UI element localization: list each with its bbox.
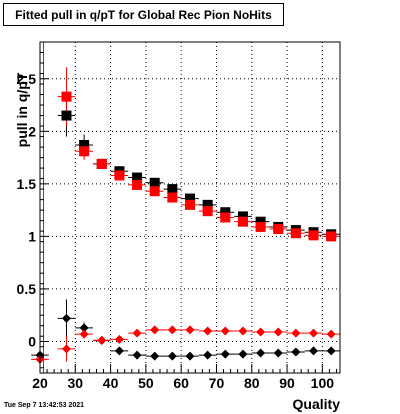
data-point-square — [149, 186, 160, 197]
x-tick-label: 30 — [68, 375, 84, 391]
data-point-square — [167, 192, 178, 203]
data-point-diamond — [79, 329, 89, 339]
grid — [40, 42, 340, 373]
data-point-square — [185, 193, 195, 204]
data-point-square — [237, 211, 248, 222]
data-point-diamond — [185, 351, 195, 361]
data-point-diamond — [203, 350, 213, 360]
x-tick-label: 50 — [138, 375, 154, 391]
data-point-diamond — [291, 347, 301, 357]
x-tick-label: 60 — [173, 375, 189, 391]
x-tick-label: 80 — [244, 375, 260, 391]
data-point-square — [61, 110, 72, 121]
data-point-square — [273, 224, 284, 235]
data-point-square — [132, 172, 143, 183]
x-tick-label: 70 — [209, 375, 225, 391]
x-axis-label: Quality — [293, 396, 340, 412]
data-point-diamond — [114, 346, 124, 356]
data-point-diamond — [273, 348, 283, 358]
data-point-diamond — [185, 325, 195, 335]
data-point-diamond — [203, 326, 213, 336]
data-point-diamond — [326, 329, 336, 339]
data-point-diamond — [167, 325, 177, 335]
x-tick-label: 100 — [311, 375, 335, 391]
data-point-square — [114, 170, 125, 181]
data-point-diamond — [256, 327, 266, 337]
data-point-diamond — [61, 344, 71, 354]
data-point-square — [308, 230, 319, 241]
data-point-diamond — [273, 327, 283, 337]
timestamp: Tue Sep 7 13:42:53 2021 — [4, 402, 84, 409]
data-point-diamond — [114, 334, 124, 344]
data-point-diamond — [220, 326, 230, 336]
data-point-diamond — [79, 323, 89, 333]
data-point-square — [132, 179, 143, 190]
data-point-diamond — [61, 313, 71, 323]
y-axis-label-text: pull in q/pT — [14, 72, 30, 148]
data-point-square — [202, 206, 213, 217]
data-markers — [35, 91, 337, 364]
data-point-square — [290, 228, 301, 239]
y-tick-label: 2 — [28, 123, 36, 139]
data-point-diamond — [256, 348, 266, 358]
plot-frame — [39, 41, 341, 374]
y-tick-label: 2.5 — [17, 71, 37, 87]
x-tick-label: 20 — [32, 375, 48, 391]
data-point-diamond — [309, 328, 319, 338]
data-point-diamond — [167, 351, 177, 361]
data-point-diamond — [238, 326, 248, 336]
x-tick-label: 90 — [279, 375, 295, 391]
y-tick-label: 0 — [28, 333, 36, 349]
error-bars — [31, 67, 340, 370]
data-point-diamond — [220, 349, 230, 359]
data-point-square — [79, 146, 90, 157]
data-point-square — [220, 212, 231, 223]
data-point-square — [96, 158, 107, 169]
data-point-square — [237, 216, 248, 227]
data-point-square — [255, 216, 266, 227]
data-point-diamond — [97, 335, 107, 345]
data-point-diamond — [291, 328, 301, 338]
data-point-diamond — [326, 346, 336, 356]
data-point-square — [255, 221, 266, 232]
y-tick-label: 1 — [28, 228, 36, 244]
y-tick-label: 1.5 — [17, 176, 37, 192]
data-point-diamond — [309, 346, 319, 356]
axis-ticks — [39, 52, 337, 373]
y-tick-label: 0.5 — [17, 281, 37, 297]
x-tick-label: 40 — [103, 375, 119, 391]
data-point-square — [202, 199, 213, 210]
tick-labels: 20 30 40 50 60 70 80 90 100 0 0.5 1 1.5 2 2.5 — [17, 71, 335, 391]
data-point-diamond — [238, 349, 248, 359]
chart-title-text: Fitted pull in q/pT for Global Rec Pion … — [15, 7, 272, 22]
data-point-square — [326, 231, 337, 242]
data-point-diamond — [132, 328, 142, 338]
data-point-square — [185, 199, 195, 210]
data-point-diamond — [132, 350, 142, 360]
data-point-square — [61, 91, 72, 102]
data-point-square — [167, 184, 178, 195]
data-point-square — [79, 139, 90, 150]
data-point-diamond — [150, 325, 160, 335]
data-point-square — [220, 207, 231, 218]
y-axis-label: pull in q/pT — [4, 60, 34, 160]
chart-title: Fitted pull in q/pT for Global Rec Pion … — [3, 3, 284, 26]
data-point-diamond — [150, 351, 160, 361]
x-axis-label-text: Quality — [292, 396, 340, 412]
timestamp-text: Tue Sep 7 13:42:53 2021 — [4, 402, 85, 409]
data-point-square — [149, 177, 160, 188]
